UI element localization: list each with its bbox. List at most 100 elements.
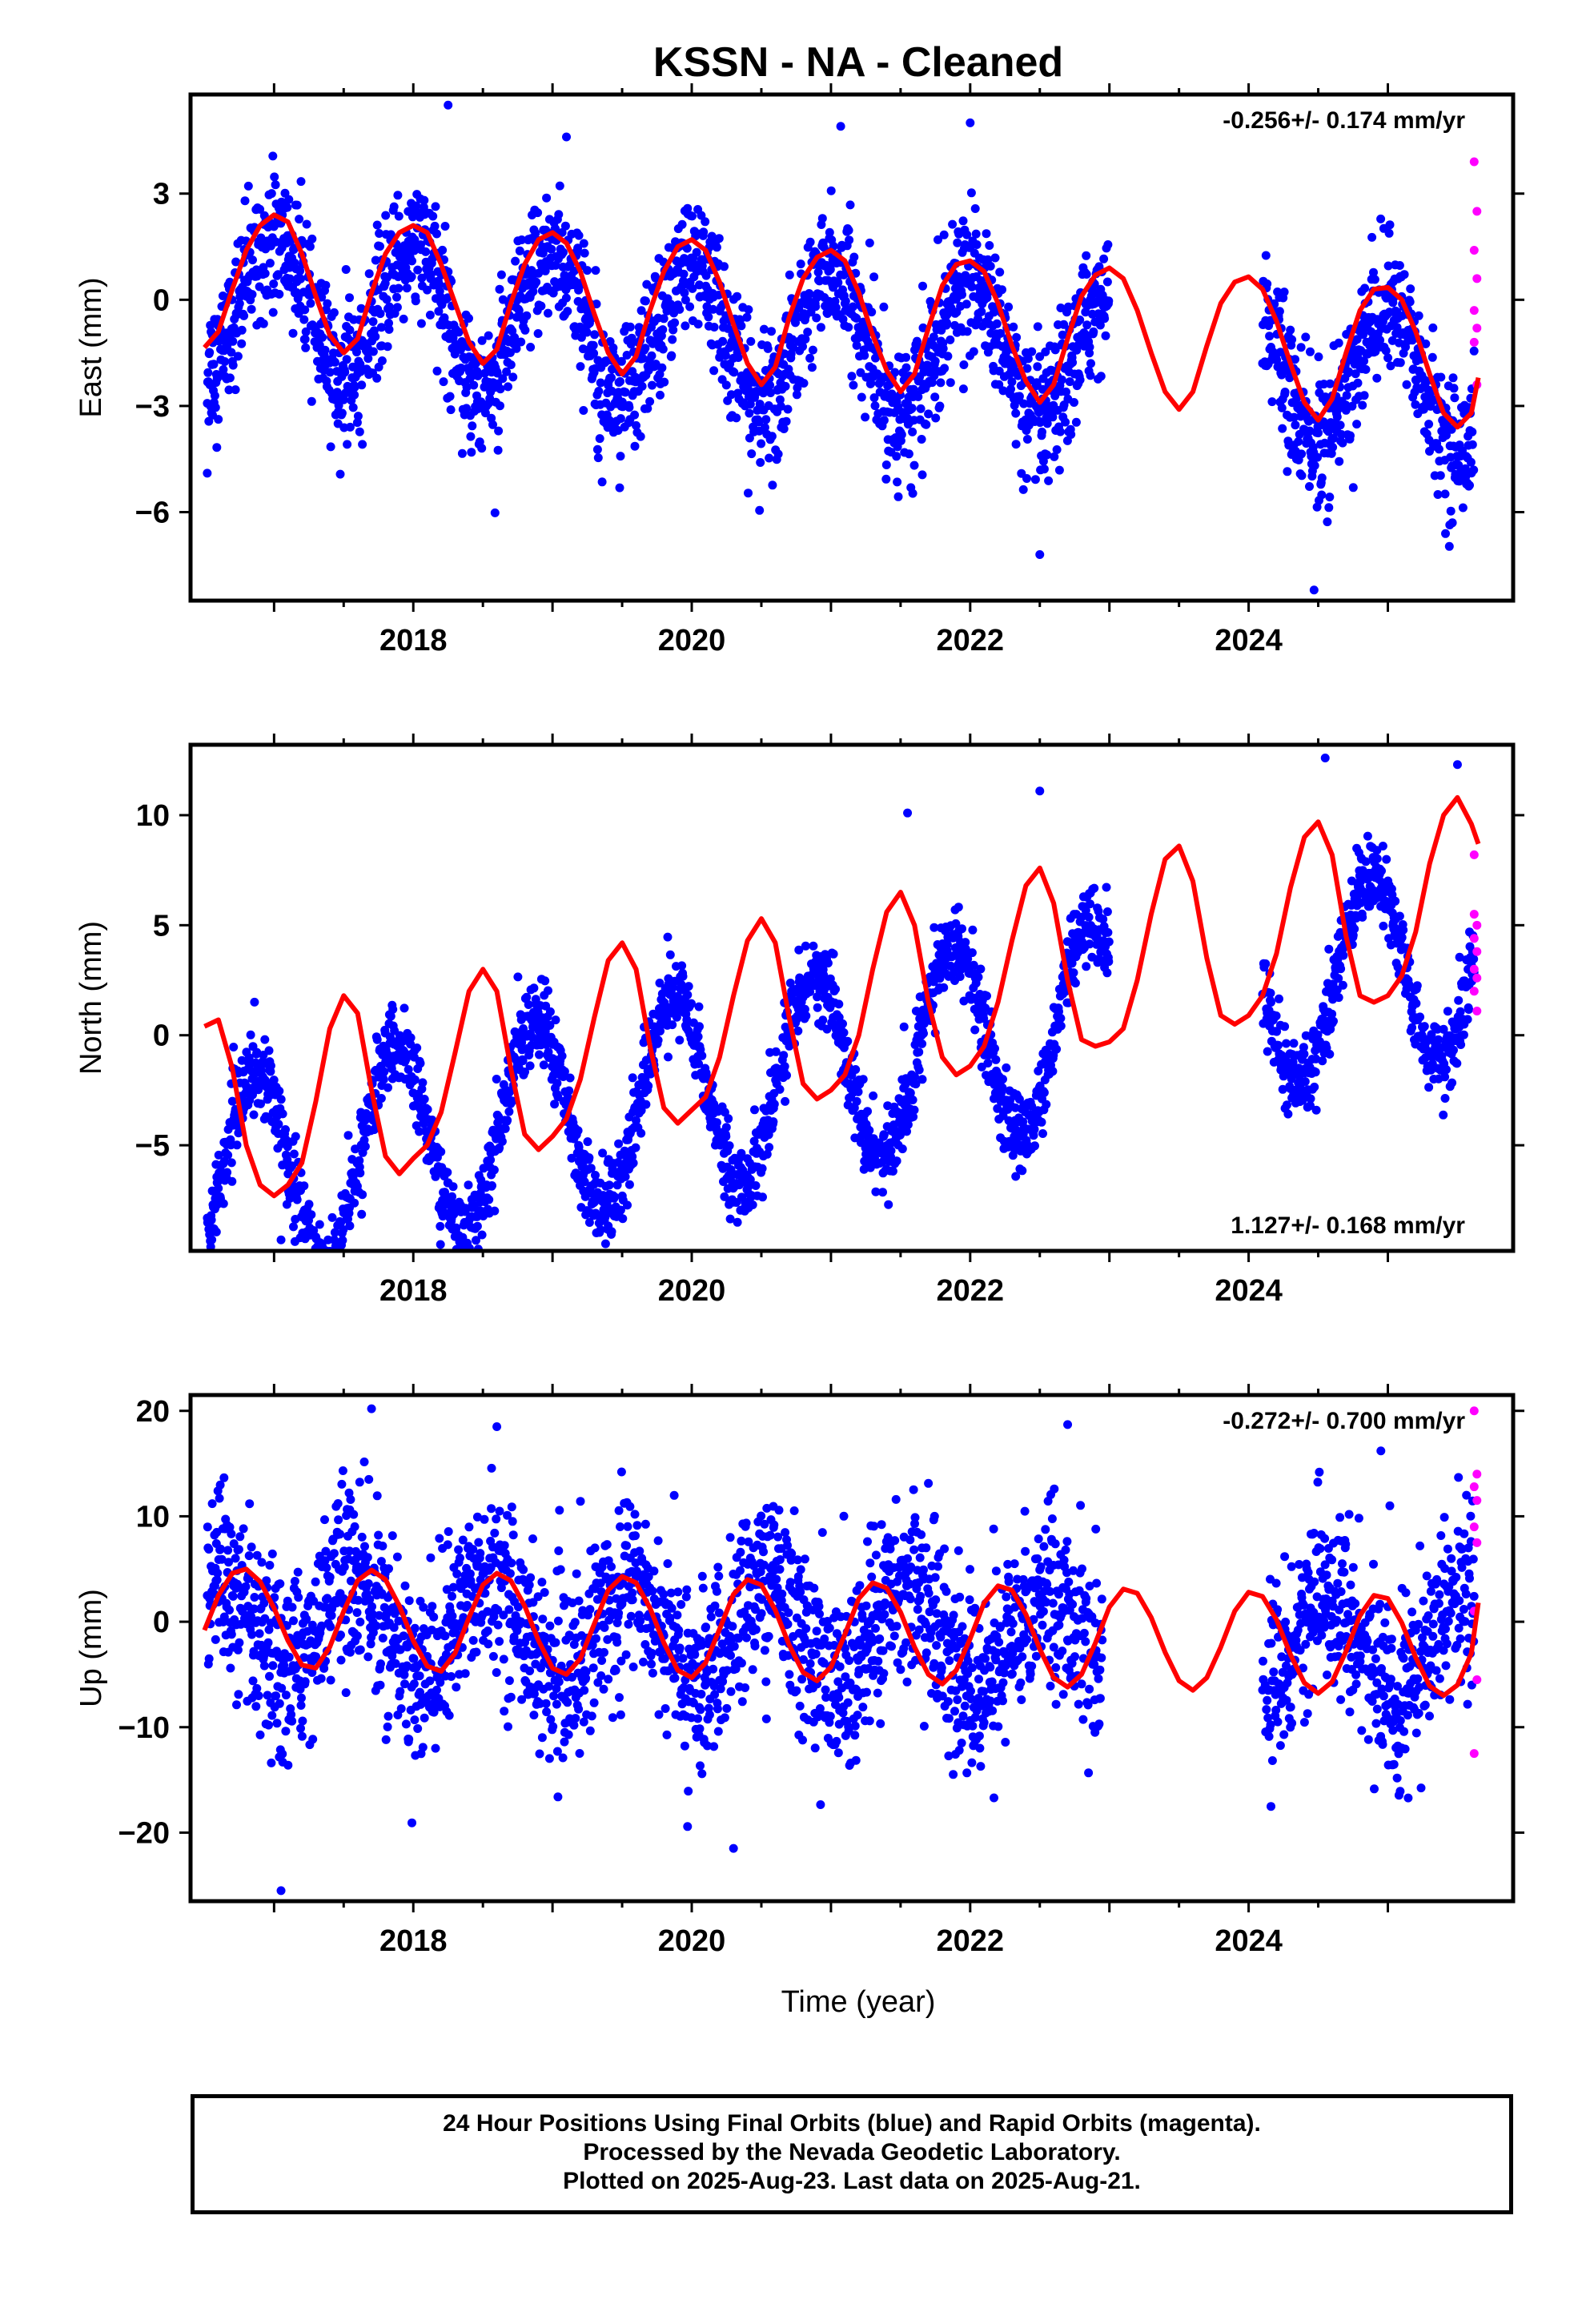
final-point [393,191,403,200]
final-point [982,293,992,303]
final-point [721,380,731,390]
final-point [1294,436,1303,446]
final-point [329,1260,338,1269]
final-point [545,1007,555,1016]
final-point [500,1124,510,1133]
final-point [668,1020,677,1030]
final-point [214,1184,223,1193]
final-point [939,230,949,239]
final-point [1035,550,1045,560]
final-point [823,309,832,318]
final-point [1007,377,1017,387]
final-point [1466,457,1476,467]
final-point [315,1274,323,1283]
final-point [656,1027,665,1035]
final-point [1086,371,1095,380]
final-point [591,1171,600,1180]
final-point [1103,927,1113,937]
final-point [879,302,889,312]
final-point [308,1256,317,1265]
final-point [1385,220,1395,230]
final-point [678,971,688,981]
final-point [384,302,394,312]
final-point [893,477,902,487]
final-point [640,344,650,353]
final-point [375,229,384,238]
final-point [269,1076,279,1085]
final-point [1071,417,1081,427]
final-point [1030,1124,1039,1134]
final-point [765,1143,774,1152]
final-point [573,296,583,306]
final-point [1272,356,1282,365]
final-point [746,336,756,346]
final-point [457,448,467,458]
final-point [323,1265,332,1273]
final-point [1358,400,1367,410]
final-point [757,1164,767,1173]
final-point [972,240,982,249]
final-point [1275,994,1283,1003]
final-point [808,345,817,355]
final-point [227,1176,237,1186]
final-point [260,269,270,278]
final-point [694,1059,704,1068]
final-point [942,940,952,950]
final-point [733,292,742,301]
final-point [848,302,857,312]
final-point [823,959,833,968]
final-point [506,360,516,369]
final-point [950,967,958,977]
final-point [768,480,777,490]
final-point [1011,440,1021,449]
final-point [800,1004,809,1014]
final-point [1361,857,1371,866]
final-point [452,1223,461,1232]
final-point [462,382,472,392]
final-point [930,356,940,366]
final-point [610,1192,620,1202]
final-point [494,426,504,436]
final-point [644,1081,653,1091]
final-point [466,1256,475,1265]
final-point [1022,474,1031,483]
final-point [1309,585,1319,595]
final-point [271,180,280,190]
final-point [958,216,968,226]
final-point [1280,1022,1290,1031]
final-point [594,1258,603,1267]
final-point [958,290,966,300]
final-point [1022,435,1032,444]
final-point [1353,378,1363,388]
final-point [1280,388,1290,396]
final-point [1039,1088,1049,1097]
final-point [1446,452,1456,462]
final-point [1447,424,1456,434]
final-point [316,1267,325,1276]
final-point [532,277,541,287]
final-point [251,1058,260,1068]
final-point [628,1073,637,1083]
final-point [268,151,278,161]
final-point [1054,1007,1063,1016]
final-point [668,335,677,344]
final-point [321,1281,330,1289]
final-point [1275,307,1284,316]
final-point [1313,1030,1323,1039]
final-point [767,432,777,441]
final-point [283,1155,292,1164]
final-point [235,299,244,308]
final-point [328,1256,337,1265]
final-point [1011,408,1021,418]
final-point [540,266,550,275]
final-point [1059,320,1069,329]
final-point [1068,358,1078,368]
final-point [227,1158,236,1168]
final-point [384,319,393,328]
final-point [991,1055,1001,1064]
final-point [796,259,805,269]
east-y-axis-label: East (mm) [74,277,108,417]
final-point [839,270,849,279]
final-point [1300,1077,1310,1086]
final-point [627,333,636,343]
